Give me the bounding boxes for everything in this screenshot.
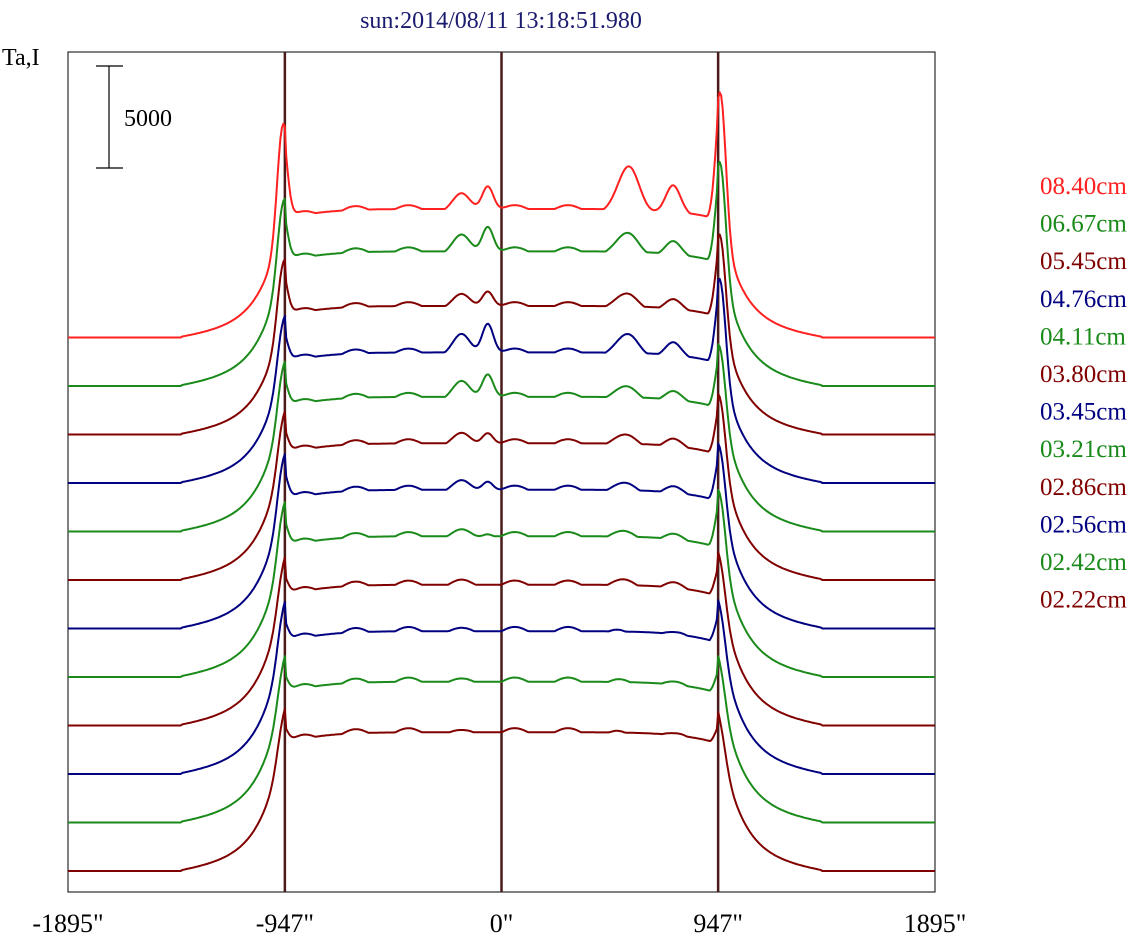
x-tick-label: 947" [693, 909, 743, 938]
series-line-03.80cm [68, 392, 935, 581]
series-line-08.40cm [68, 91, 935, 339]
vertical-markers [283, 52, 720, 892]
chart-title: sun:2014/08/11 13:18:51.980 [360, 8, 642, 34]
series-line-02.56cm [68, 599, 935, 775]
series-line-02.22cm [68, 707, 935, 872]
x-tick-labels: -1895" -947" 0" 947" 1895" [32, 909, 966, 938]
legend-entry: 04.76cm [1040, 286, 1127, 313]
legend-entry: 03.80cm [1040, 361, 1127, 388]
legend-entry: 06.67cm [1040, 211, 1127, 238]
legend-entry: 03.21cm [1040, 436, 1127, 463]
y-axis-label: Ta,I [2, 45, 40, 71]
legend-entry: 02.42cm [1040, 549, 1127, 576]
series-line-03.21cm [68, 488, 935, 678]
x-tick-label: 0" [490, 909, 514, 938]
legend-entry: 05.45cm [1040, 248, 1127, 275]
legend-entry: 03.45cm [1040, 399, 1127, 426]
series-line-05.45cm [68, 233, 935, 436]
series-line-03.45cm [68, 442, 935, 630]
legend-entry: 02.86cm [1040, 474, 1127, 501]
x-tick-label: 1895" [904, 909, 967, 938]
legend-entry: 02.56cm [1040, 511, 1127, 538]
series-lines [68, 91, 935, 872]
legend-entry: 04.11cm [1040, 323, 1126, 350]
x-tick-label: -1895" [32, 909, 103, 938]
legend-entry: 08.40cm [1040, 173, 1127, 200]
scale-bar-label: 5000 [124, 106, 172, 132]
series-line-02.86cm [68, 551, 935, 727]
series-line-02.42cm [68, 655, 935, 824]
series-line-06.67cm [68, 160, 935, 387]
legend-entry: 02.22cm [1040, 587, 1127, 614]
legend: 08.40cm 06.67cm 05.45cm 04.76cm 04.11cm 03.80… [1040, 173, 1127, 614]
series-line-04.11cm [68, 343, 935, 533]
x-tick-label: -947" [256, 909, 314, 938]
series-line-04.76cm [68, 277, 935, 484]
scale-bar: 5000 [96, 65, 172, 169]
